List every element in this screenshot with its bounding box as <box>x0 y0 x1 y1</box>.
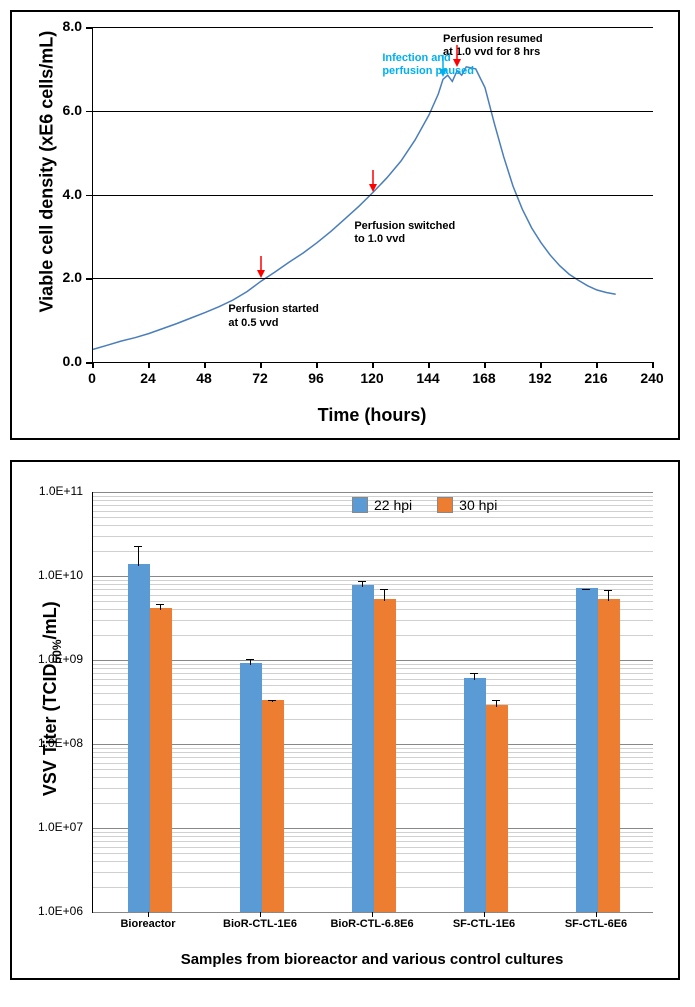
bar <box>128 564 150 912</box>
xtick-b: SF-CTL-6E6 <box>565 918 627 930</box>
xtick-a: 144 <box>416 370 440 386</box>
xtick-a: 0 <box>80 370 104 386</box>
ytick-a: 0.0 <box>63 353 82 369</box>
arrow-icon <box>367 166 387 196</box>
legend: 22 hpi 30 hpi <box>352 497 497 513</box>
ytick-b: 1.0E+06 <box>38 904 83 918</box>
annotation: Perfusion switchedto 1.0 vvd <box>354 220 455 246</box>
legend-swatch <box>352 497 368 513</box>
ytick-b: 1.0E+10 <box>38 568 83 582</box>
xtick-a: 120 <box>360 370 384 386</box>
ytick-b: 1.0E+11 <box>39 484 83 498</box>
bar <box>240 663 262 912</box>
xtick-b: SF-CTL-1E6 <box>453 918 515 930</box>
legend-label: 30 hpi <box>459 497 497 513</box>
bar <box>374 599 396 912</box>
xtick-a: 48 <box>192 370 216 386</box>
ytick-b: 1.0E+08 <box>38 736 83 750</box>
ytick-a: 2.0 <box>63 269 82 285</box>
ytick-a: 6.0 <box>63 102 82 118</box>
bar <box>464 678 486 912</box>
legend-item: 22 hpi <box>352 497 412 513</box>
bar <box>352 585 374 912</box>
xtick-a: 192 <box>528 370 552 386</box>
xtick-b: BioR-CTL-1E6 <box>223 918 297 930</box>
xtick-a: 168 <box>472 370 496 386</box>
ytick-b: 1.0E+09 <box>38 652 83 666</box>
legend-swatch <box>437 497 453 513</box>
bar <box>262 700 284 912</box>
panel-b-xlabel: Samples from bioreactor and various cont… <box>92 951 652 968</box>
bar <box>150 608 172 912</box>
ytick-b: 1.0E+07 <box>38 820 83 834</box>
ytick-a: 4.0 <box>63 186 82 202</box>
panel-b-ylabel: VSV Titer (TCID50%/mL) <box>40 589 64 809</box>
legend-label: 22 hpi <box>374 497 412 513</box>
panel-a-ylabel: Viable cell density (xE6 cells/mL) <box>37 63 58 313</box>
xtick-a: 216 <box>584 370 608 386</box>
panel-b: B VSV Titer (TCID50%/mL) Samples from bi… <box>10 460 680 980</box>
xtick-a: 96 <box>304 370 328 386</box>
xtick-b: BioR-CTL-6.8E6 <box>330 918 413 930</box>
bar <box>486 705 508 912</box>
bar <box>576 588 598 912</box>
xtick-a: 24 <box>136 370 160 386</box>
arrow-icon <box>255 252 275 282</box>
plot-area-b <box>92 492 653 913</box>
legend-item: 30 hpi <box>437 497 497 513</box>
ytick-a: 8.0 <box>63 18 82 34</box>
xtick-a: 72 <box>248 370 272 386</box>
annotation: Perfusion startedat 0.5 vvd <box>228 303 318 329</box>
plot-area-a: Perfusion startedat 0.5 vvd Perfusion swi… <box>92 27 653 363</box>
xtick-b: Bioreactor <box>120 918 175 930</box>
arrow-icon <box>451 41 471 71</box>
panel-a: A Viable cell density (xE6 cells/mL) Tim… <box>10 10 680 440</box>
bar <box>598 599 620 912</box>
panel-a-xlabel: Time (hours) <box>92 405 652 426</box>
xtick-a: 240 <box>640 370 664 386</box>
